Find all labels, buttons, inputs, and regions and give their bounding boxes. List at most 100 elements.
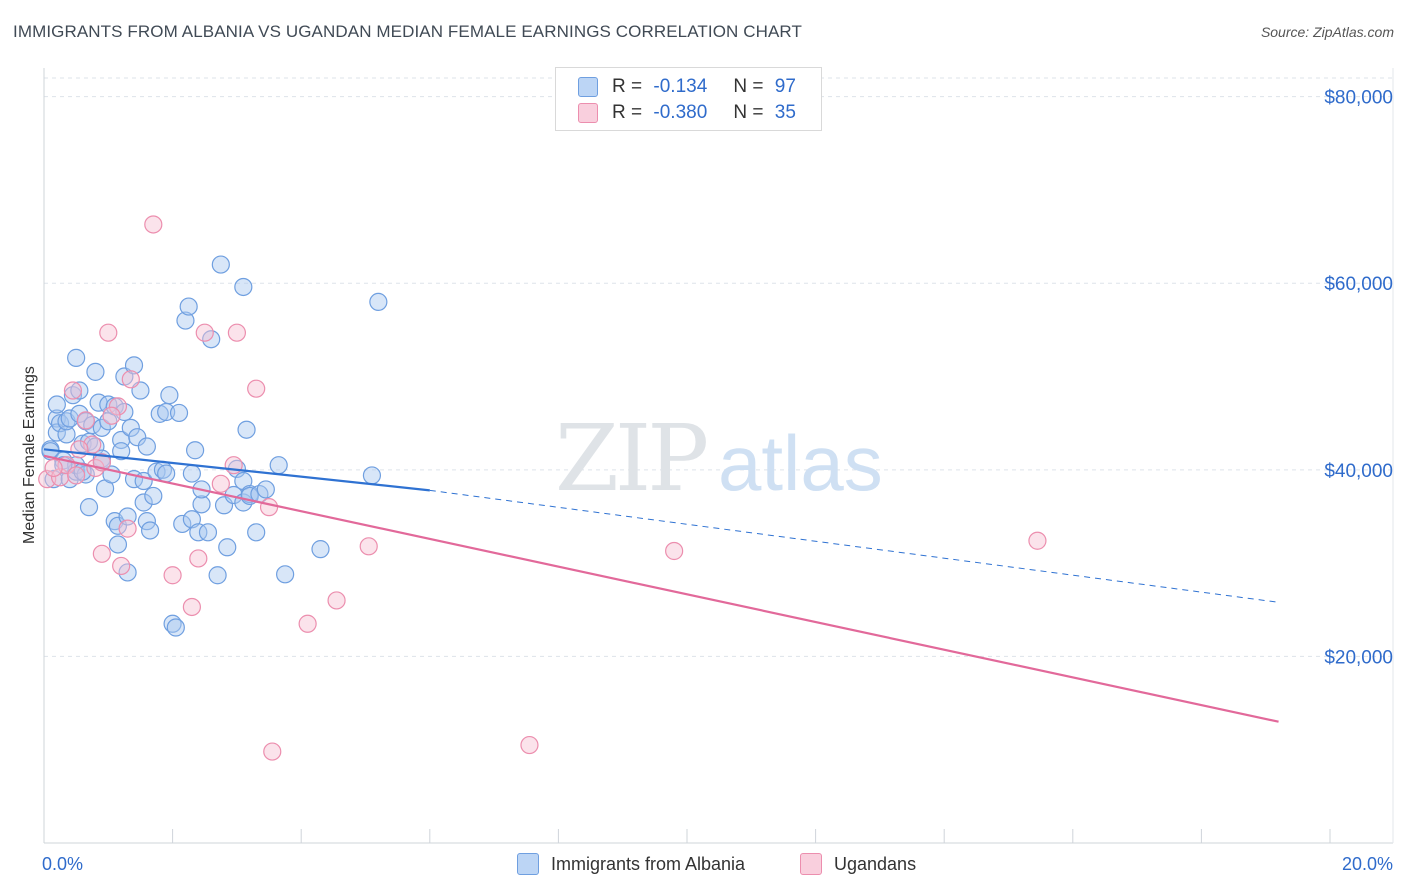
legend-r-label: R = [612, 102, 643, 123]
albania-point [269, 456, 288, 475]
albania-point [140, 521, 160, 540]
correlation-legend: R = -0.134 N = 97 R = -0.380 N = 35 [555, 67, 822, 131]
legend-r-value-albania: -0.134 [653, 76, 708, 97]
albania-point [192, 495, 211, 514]
ugandans-point [108, 397, 128, 416]
ugandans-point [327, 591, 346, 610]
tick-labels: $20,000 $40,000 $60,000 $80,000 0.0% 20.0% [42, 88, 1393, 874]
ugandans-point [63, 381, 83, 400]
y-tick-label: $80,000 [1324, 88, 1393, 109]
albania-point [124, 356, 144, 375]
ugandans-point [247, 379, 266, 398]
albania-point [150, 404, 169, 423]
bottom-legend-ugandans: Ugandans [800, 852, 916, 876]
bottom-legend-swatch-ugandans [800, 853, 822, 875]
albania-point [160, 386, 179, 405]
albania-point [134, 493, 153, 512]
albania-point [169, 403, 189, 423]
ugandans-point [102, 406, 121, 425]
ugandans-point [182, 597, 201, 617]
ugandans-point [189, 549, 208, 568]
albania-point [211, 255, 230, 274]
albania-point [179, 297, 198, 316]
y-tick-label: $60,000 [1324, 274, 1393, 295]
ugandans-point [118, 519, 137, 538]
albania-point [92, 418, 111, 437]
albania-point [362, 466, 382, 485]
ugandans-point [359, 537, 378, 556]
legend-n-label: N = [733, 102, 764, 123]
albania-trend-line [43, 448, 430, 492]
legend-r-value-ugandans: -0.380 [653, 102, 708, 123]
albania-point [234, 277, 253, 297]
ugandans-trend-line [43, 454, 1279, 723]
ugandans-point [144, 215, 163, 234]
bottom-legend-albania: Immigrants from Albania [517, 852, 745, 876]
albania-point [70, 381, 89, 400]
albania-point [108, 535, 128, 554]
ugandans-point [211, 474, 230, 493]
legend-swatch-albania [578, 77, 598, 97]
legend-swatch-ugandans [578, 103, 598, 123]
ugandans-point [70, 440, 89, 459]
ugandans-point [195, 323, 214, 342]
albania-point [121, 418, 140, 437]
ugandans-point [665, 541, 684, 561]
albania-point [166, 618, 185, 637]
y-tick-label: $40,000 [1324, 461, 1393, 482]
albania-point [118, 563, 137, 582]
ugandans-point [92, 544, 111, 563]
legend-n-value-ugandans: 35 [774, 102, 796, 123]
albania-point [176, 311, 195, 330]
albania-point [128, 428, 147, 447]
ugandans-point [227, 323, 246, 342]
ugandans-point [1028, 531, 1047, 550]
chart-title: IMMIGRANTS FROM ALBANIA VS UGANDAN MEDIA… [13, 22, 802, 41]
albania-point [173, 514, 192, 534]
albania-point [311, 540, 330, 559]
albania-point [369, 292, 388, 312]
ugandans-point [163, 566, 182, 585]
x-tick-label-min: 0.0% [42, 854, 83, 874]
bottom-legend-label-ugandans: Ugandans [834, 853, 917, 874]
albania-point [247, 523, 266, 542]
legend-row-ugandans: R = -0.380 N = 35 [578, 102, 796, 124]
ugandans-point [76, 411, 95, 430]
albania-point [144, 486, 163, 506]
albania-point [67, 348, 86, 367]
bottom-legend-swatch-albania [517, 853, 539, 875]
axes [43, 68, 1394, 844]
albania-point [76, 465, 95, 484]
albania-point [256, 480, 275, 499]
ugandans-point [112, 556, 131, 576]
albania-point [276, 565, 295, 584]
albania-point [202, 330, 221, 349]
legend-n-value-albania: 97 [774, 76, 796, 97]
bottom-legend-label-albania: Immigrants from Albania [551, 853, 746, 874]
ugandans-point [259, 498, 279, 517]
watermark-zip: ZIP [555, 405, 706, 512]
grid-lines [44, 77, 1393, 657]
ugandans-point [121, 370, 140, 389]
albania-point [218, 538, 237, 557]
albania-point [70, 404, 89, 423]
ugandans-point [44, 458, 63, 478]
albania-point [50, 414, 70, 433]
legend-r-label: R = [612, 76, 643, 97]
albania-point [137, 437, 156, 456]
source-label: Source: ZipAtlas.com [1260, 24, 1394, 40]
albania-point [237, 420, 256, 439]
albania-point [112, 442, 131, 461]
albania-point [186, 441, 205, 460]
ugandans-point [99, 323, 118, 342]
y-tick-label: $20,000 [1324, 647, 1393, 668]
ugandans-point [67, 466, 86, 485]
albania-point [79, 498, 99, 517]
watermark: ZIP atlas [555, 405, 883, 512]
ugandans-point [520, 735, 539, 755]
albania-point [198, 523, 218, 542]
albania-point [189, 523, 208, 542]
ugandans-point [298, 614, 317, 633]
albania-point [157, 464, 176, 483]
